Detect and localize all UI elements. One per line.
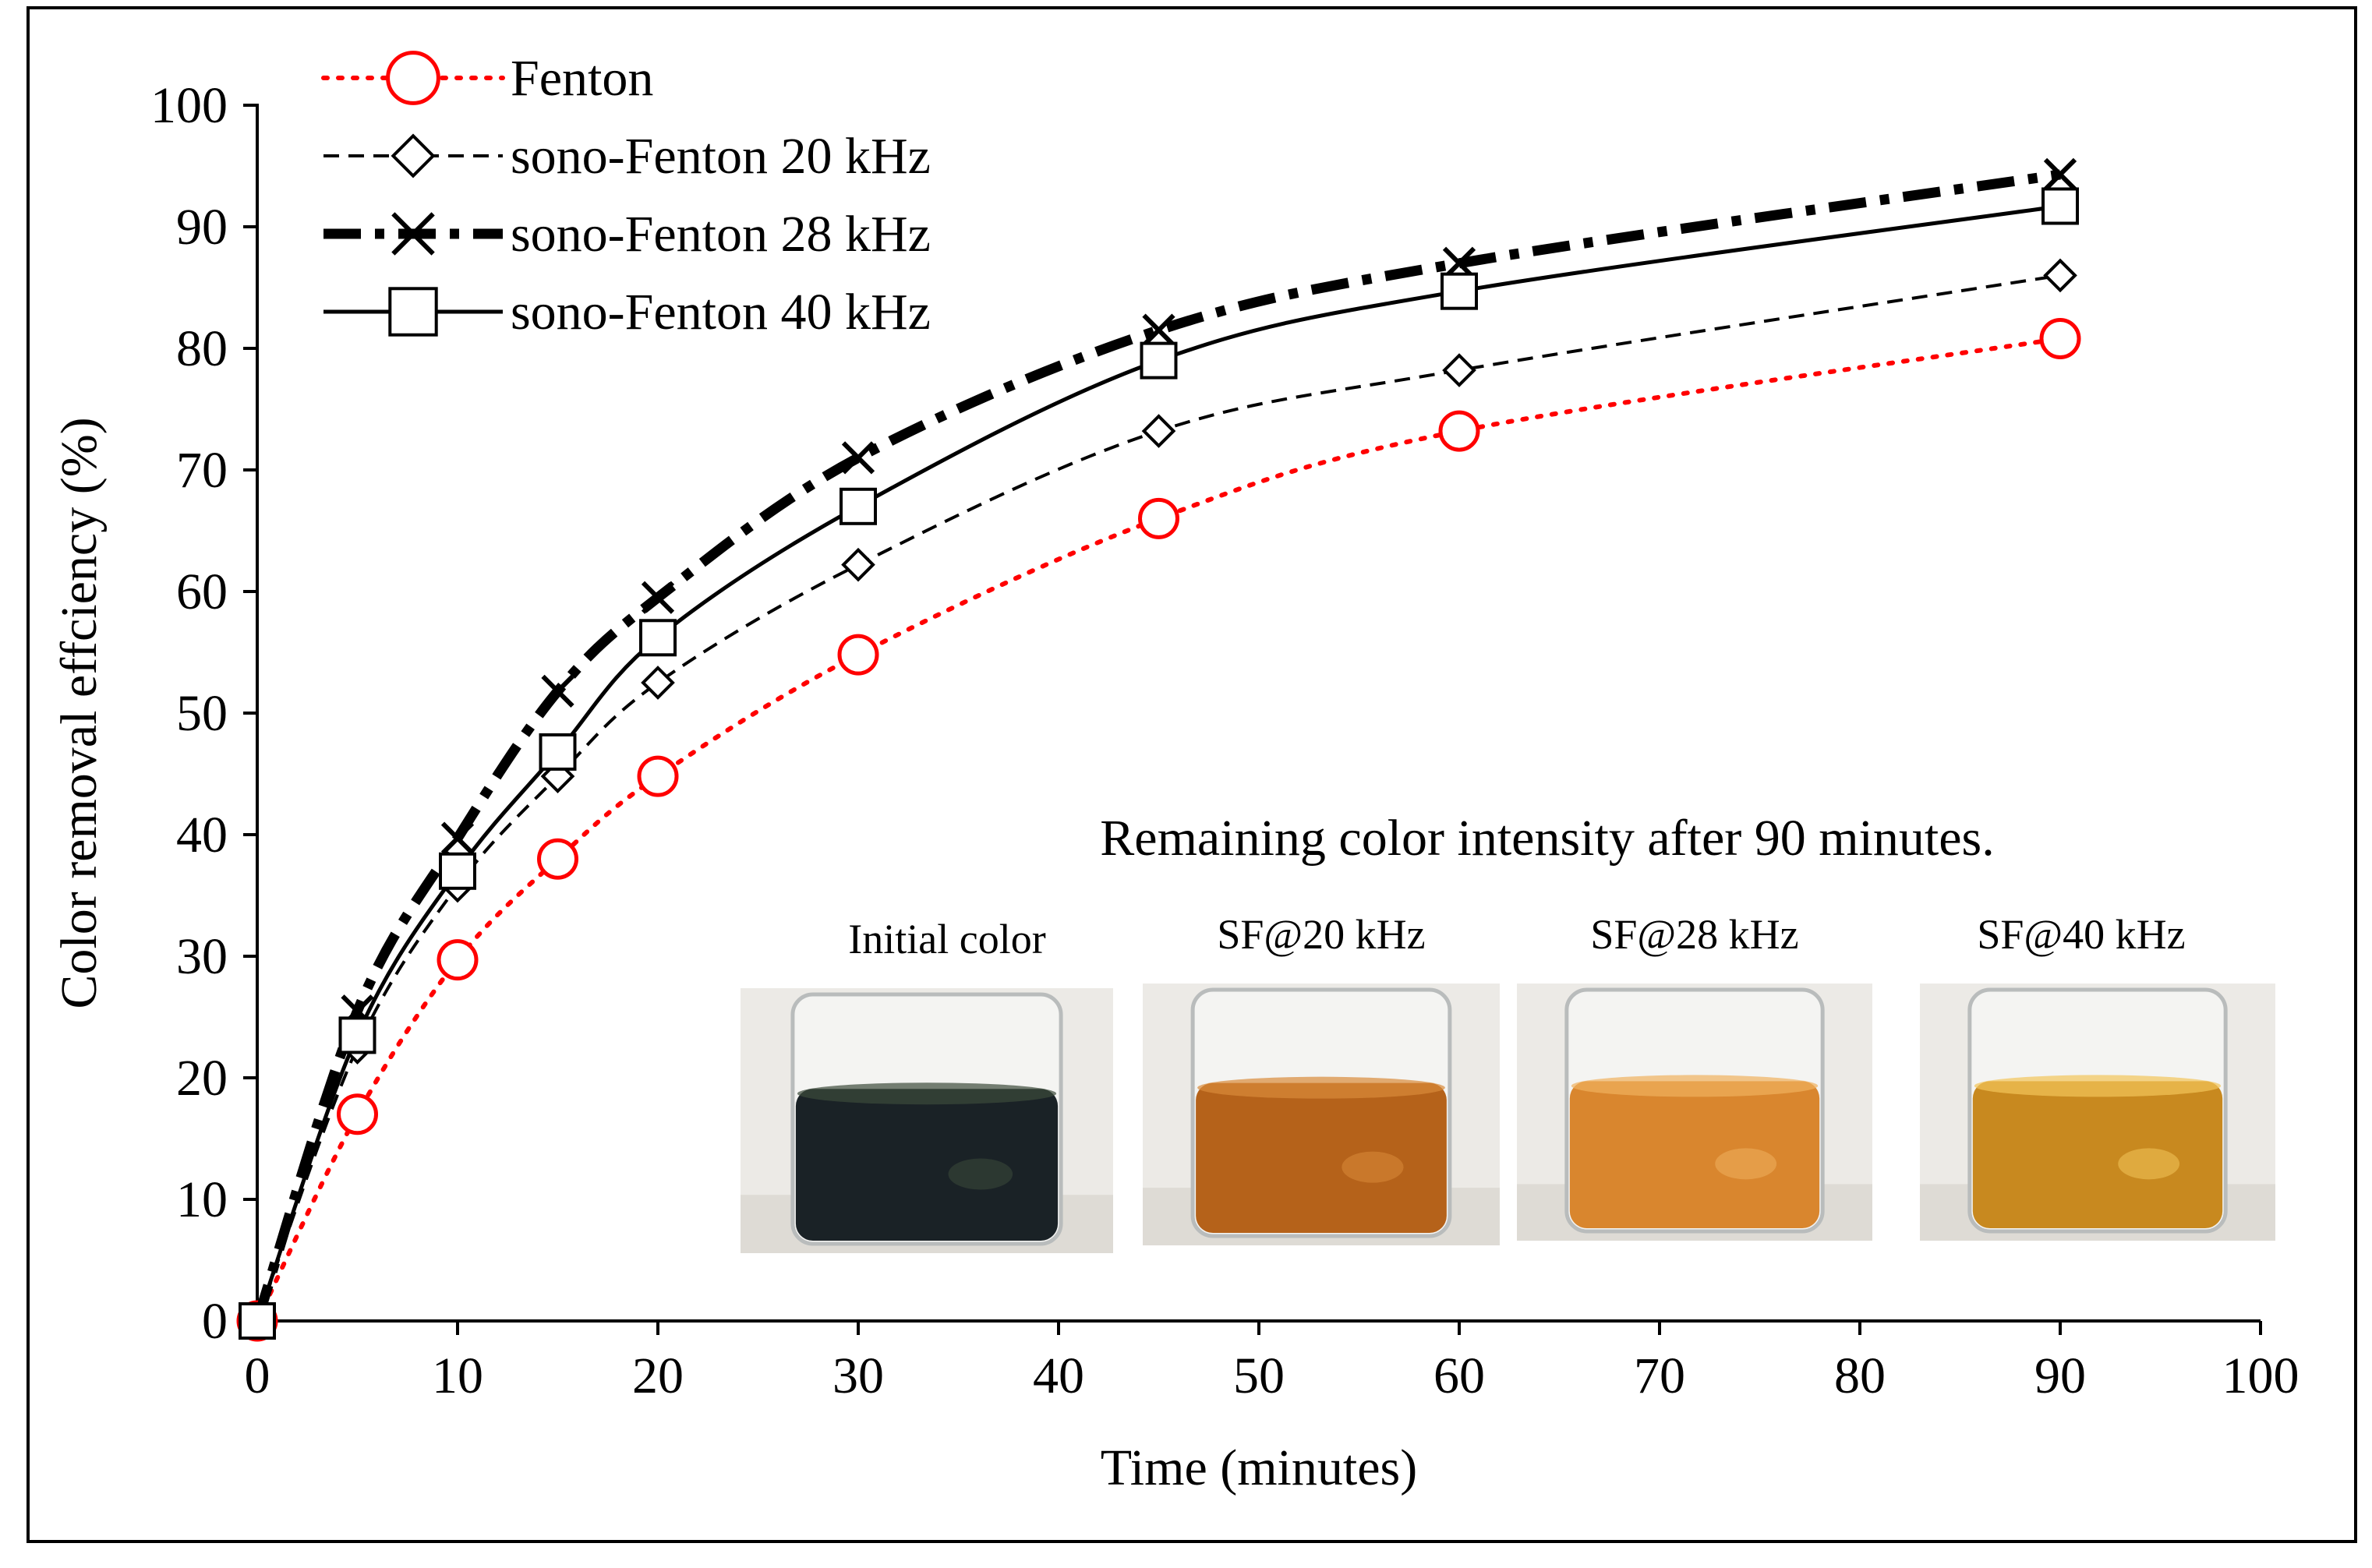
y-tick-label: 90 <box>176 199 228 256</box>
legend-item-fenton: Fenton <box>321 50 653 107</box>
figure-frame <box>27 6 2357 1543</box>
series-sf40 <box>239 187 2079 1340</box>
data-point-fenton <box>637 755 679 797</box>
x-tick-label: 10 <box>432 1347 483 1404</box>
axes: 0 10 20 30 40 50 60 70 80 90 100 0 10 20 30 40 50 60 70 80 9… <box>51 77 2300 1496</box>
y-tick-label: 100 <box>150 77 228 134</box>
x-tick-label: 60 <box>1433 1347 1485 1404</box>
legend-marker-sf40 <box>388 287 438 337</box>
liquid <box>1972 1081 2223 1228</box>
data-point-fenton <box>337 1093 378 1135</box>
y-tick-label: 20 <box>176 1050 228 1107</box>
photo-label: Initial color <box>848 916 1045 962</box>
data-point-sf40 <box>539 733 577 771</box>
liquid-highlight <box>948 1158 1013 1190</box>
data-point-sf40 <box>1140 341 1178 380</box>
x-tick-label: 30 <box>832 1347 884 1404</box>
series-sf28 <box>240 157 2077 1338</box>
legend-marker-fenton <box>386 51 440 105</box>
data-point-sf40 <box>439 852 476 890</box>
x-tick-label: 40 <box>1033 1347 1084 1404</box>
data-point-fenton <box>537 838 578 880</box>
data-point-sf20 <box>641 666 675 700</box>
data-point-sf20 <box>841 547 875 582</box>
data-point-sf28 <box>440 821 475 855</box>
liquid <box>1196 1082 1447 1233</box>
y-tick-label: 70 <box>176 442 228 499</box>
liquid-surface <box>1974 1075 2222 1097</box>
y-tick-label: 50 <box>176 685 228 742</box>
series-layer <box>236 157 2081 1342</box>
legend-marker-sf20 <box>391 133 436 178</box>
photo-label: SF@20 kHz <box>1217 911 1425 958</box>
liquid-surface <box>797 1082 1057 1105</box>
photo-label: SF@40 kHz <box>1977 911 2185 958</box>
data-point-sf20 <box>1442 353 1476 387</box>
data-point-sf40 <box>639 619 677 657</box>
data-point-fenton <box>1438 410 1480 452</box>
data-point-sf28 <box>1142 313 1175 347</box>
liquid-highlight <box>1715 1148 1777 1180</box>
liquid-highlight <box>2118 1148 2180 1180</box>
data-point-sf40 <box>840 487 877 525</box>
data-point-sf28 <box>2043 157 2077 192</box>
data-point-sf28 <box>541 674 574 708</box>
data-point-sf28 <box>841 441 875 475</box>
legend-item-sf40: sono-Fenton 40 kHz <box>323 284 931 341</box>
liquid <box>795 1089 1059 1241</box>
legend-label-fenton: Fenton <box>511 50 653 107</box>
y-tick-label: 0 <box>202 1293 228 1350</box>
series-line-sf28 <box>252 169 2061 1323</box>
series-line-fenton <box>255 336 2063 1323</box>
y-tick-label: 30 <box>176 928 228 985</box>
legend-marker-sf28 <box>391 212 435 256</box>
liquid <box>1569 1081 1820 1228</box>
legend-label-sf28: sono-Fenton 28 kHz <box>511 206 931 263</box>
liquid-surface <box>1571 1075 1819 1097</box>
x-tick-label: 20 <box>632 1347 684 1404</box>
y-tick-label: 10 <box>176 1171 228 1228</box>
legend-item-sf28: sono-Fenton 28 kHz <box>323 206 931 263</box>
series-line-sf20 <box>256 274 2061 1322</box>
photo-2: SF@20 kHz <box>1143 911 1500 1245</box>
photo-3: SF@28 kHz <box>1517 911 1872 1241</box>
photo-4: SF@40 kHz <box>1920 911 2275 1241</box>
x-tick-label: 0 <box>245 1347 270 1404</box>
x-tick-label: 50 <box>1233 1347 1285 1404</box>
legend-item-sf20: sono-Fenton 20 kHz <box>323 128 931 185</box>
x-axis-title: Time (minutes) <box>1101 1439 1417 1496</box>
data-point-sf20 <box>1141 414 1176 448</box>
data-point-sf40 <box>239 1302 276 1340</box>
legend-label-sf20: sono-Fenton 20 kHz <box>511 128 931 185</box>
y-tick-label: 60 <box>176 563 228 620</box>
y-tick-label: 40 <box>176 807 228 863</box>
liquid-surface <box>1197 1076 1445 1099</box>
y-axis-title: Color removal effciency (%) <box>51 417 108 1008</box>
data-point-fenton <box>437 939 479 981</box>
data-point-sf40 <box>2041 187 2079 225</box>
inset-photos: Remaining color intensity after 90 minut… <box>741 810 2275 1253</box>
legend-label-sf40: sono-Fenton 40 kHz <box>511 284 931 341</box>
liquid-highlight <box>1342 1151 1404 1183</box>
data-point-fenton <box>837 634 879 676</box>
inset-title: Remaining color intensity after 90 minut… <box>1100 810 1994 867</box>
data-point-fenton <box>2039 318 2081 360</box>
x-tick-label: 100 <box>2222 1347 2300 1404</box>
photo-label: SF@28 kHz <box>1590 911 1798 958</box>
x-tick-label: 70 <box>1634 1347 1685 1404</box>
x-tick-label: 90 <box>2034 1347 2086 1404</box>
data-point-sf20 <box>2043 258 2077 293</box>
x-tick-label: 80 <box>1834 1347 1886 1404</box>
y-tick-label: 80 <box>176 320 228 377</box>
data-point-sf40 <box>338 1016 376 1054</box>
data-point-fenton <box>1138 497 1179 539</box>
data-point-sf40 <box>1441 272 1478 310</box>
legend: Fenton sono-Fenton 20 kHz sono-Fenton 28 k… <box>321 50 931 341</box>
photo-1: Initial color <box>741 916 1113 1253</box>
data-point-sf28 <box>641 581 675 614</box>
